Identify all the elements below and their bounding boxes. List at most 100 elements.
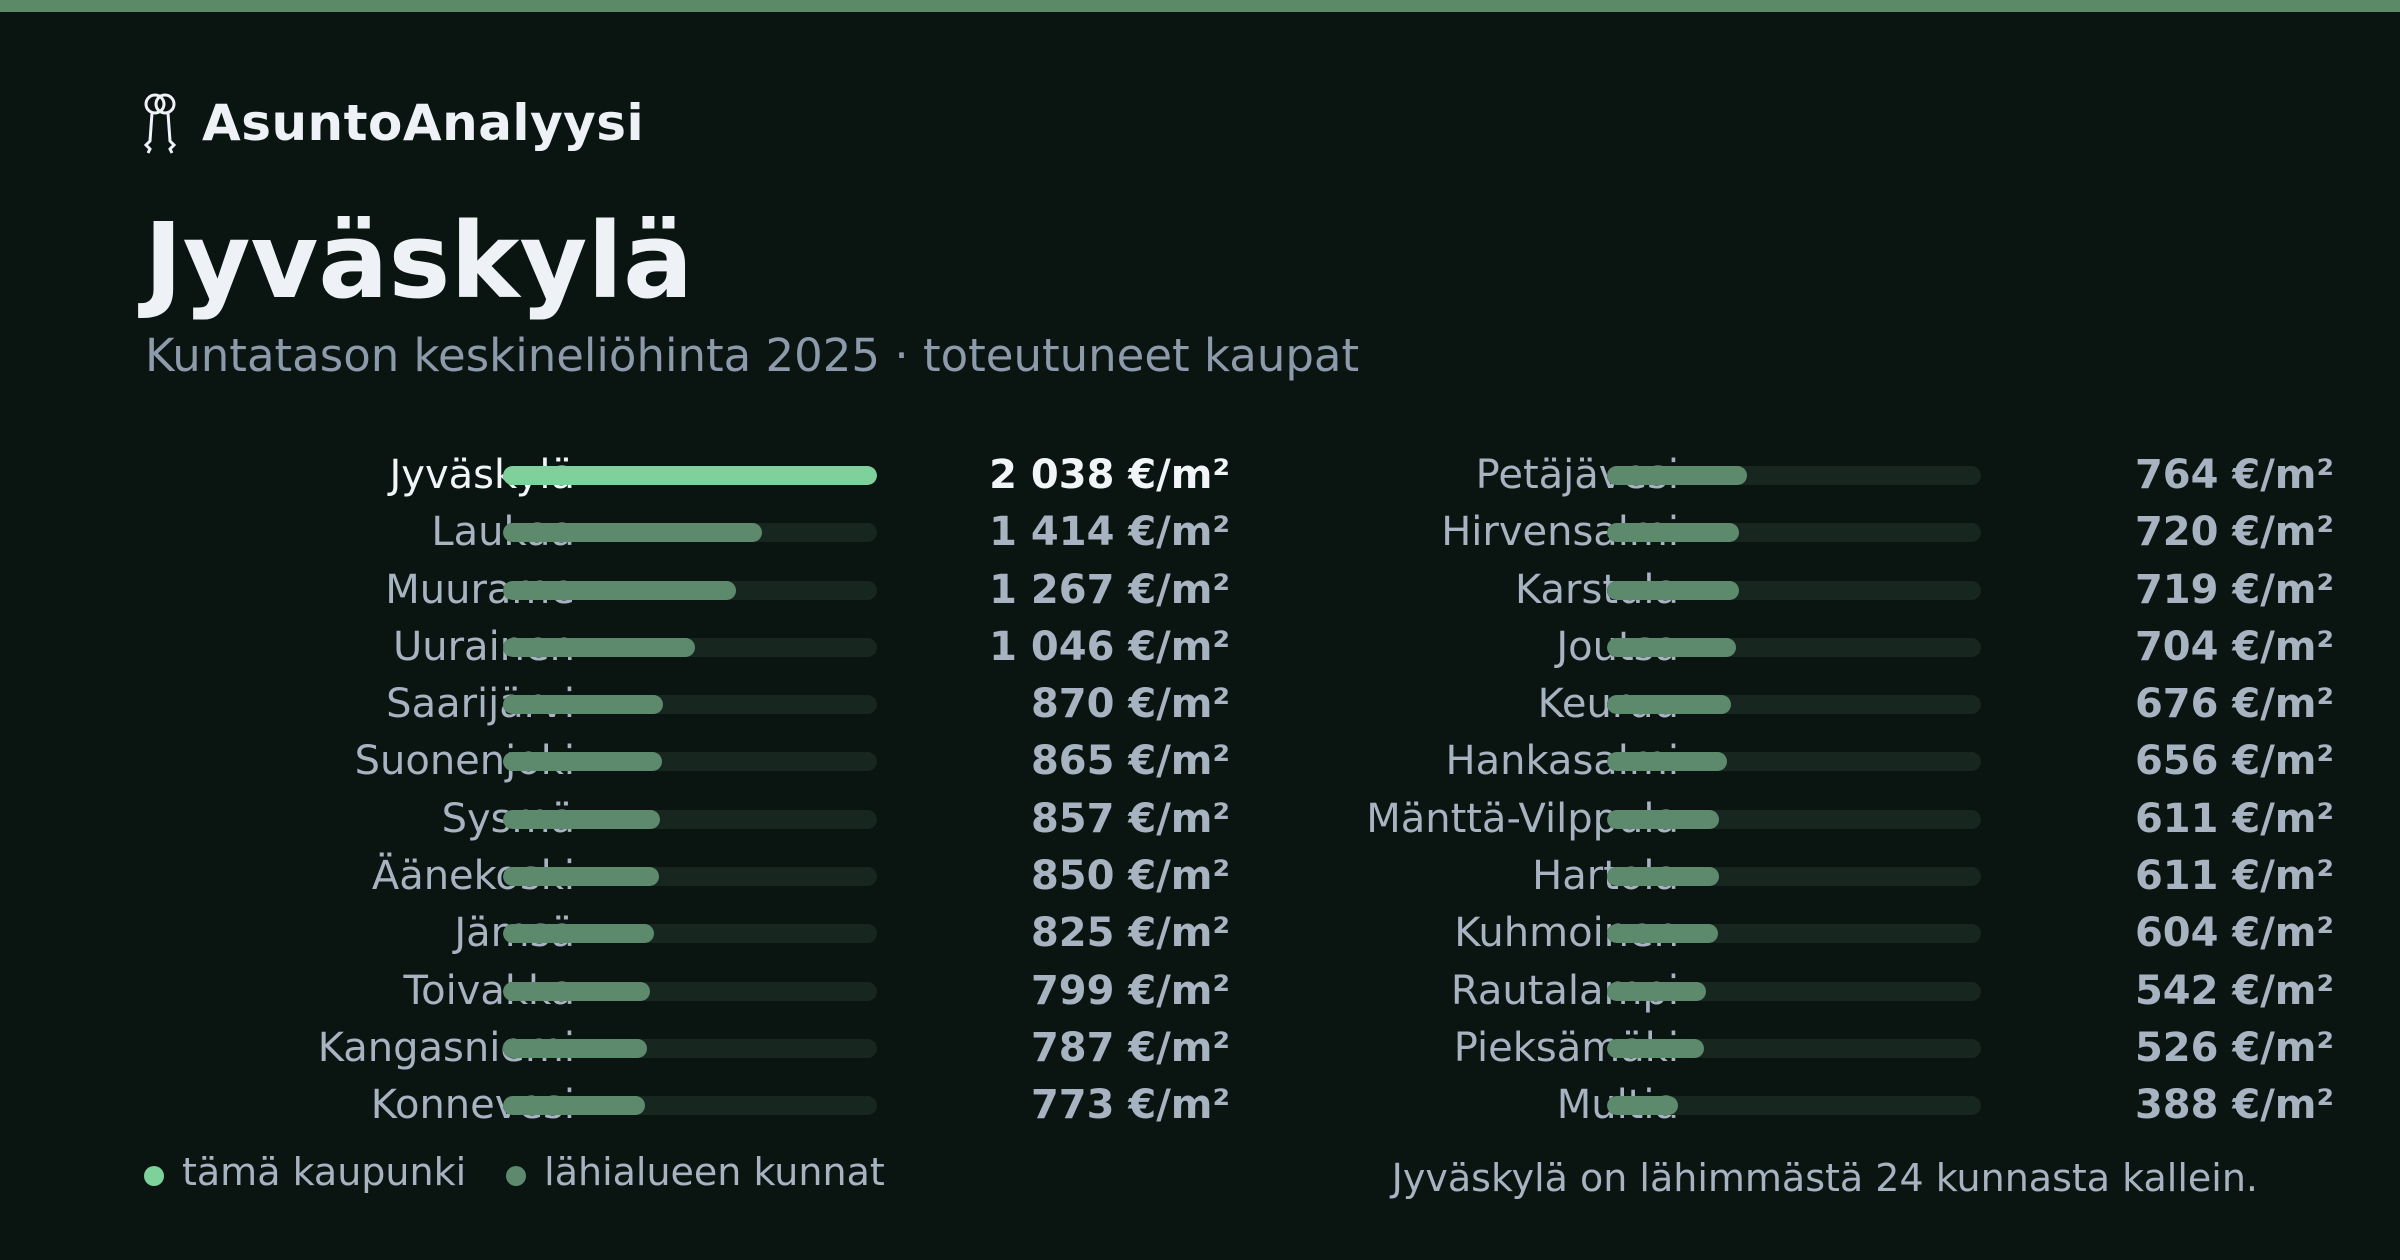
legend: tämä kaupunki lähialueen kunnat <box>144 1150 925 1194</box>
bar-value-label: 2 038 €/m² <box>989 452 1230 498</box>
bar <box>1607 809 1720 829</box>
bar-value-label: 720 €/m² <box>2134 509 2334 556</box>
bar-value-label: 1 046 €/m² <box>989 623 1230 670</box>
bar-row: Hankasalmi 656 €/m² <box>1204 733 2334 790</box>
bar-value-label: 857 €/m² <box>1030 795 1230 842</box>
bar-track <box>503 580 877 600</box>
bar-track <box>1607 924 1981 944</box>
chart-title: Jyväskylä <box>144 200 694 322</box>
bar-value-label: 1 267 €/m² <box>989 566 1230 613</box>
bar-row: Rautalampi 542 €/m² <box>1204 963 2334 1020</box>
bar-track <box>503 752 877 772</box>
bar-row: Hartola 611 €/m² <box>1204 848 2334 905</box>
bar <box>1607 695 1732 715</box>
chart-subtitle: Kuntatason keskineliöhinta 2025 · toteut… <box>145 329 1360 382</box>
bar-row: Kangasniemi 787 €/m² <box>100 1020 1230 1077</box>
bar <box>503 752 662 772</box>
bar-value-label: 764 €/m² <box>2134 452 2334 498</box>
bar <box>503 695 663 715</box>
bar <box>1607 752 1728 772</box>
legend-dot-region <box>506 1166 527 1186</box>
bar-value-label: 656 €/m² <box>2134 738 2334 785</box>
bar <box>1607 924 1718 944</box>
bar-value-label: 604 €/m² <box>2134 910 2334 957</box>
brand-name: AsuntoAnalyysi <box>202 94 645 152</box>
bar <box>503 580 736 600</box>
footnote: Jyväskylä on lähimmästä 24 kunnasta kall… <box>1391 1156 2258 1200</box>
bar <box>1607 580 1739 600</box>
bar <box>503 924 655 944</box>
bar <box>503 867 659 887</box>
bar-track <box>503 695 877 715</box>
bar-value-label: 676 €/m² <box>2134 681 2334 728</box>
bar-value-label: 825 €/m² <box>1030 910 1230 957</box>
bar-row: Mänttä-Vilppula 611 €/m² <box>1204 791 2334 848</box>
bar-value-label: 611 €/m² <box>2134 795 2334 842</box>
bar-track <box>503 637 877 657</box>
brand: AsuntoAnalyysi <box>140 88 644 158</box>
bar-value-label: 704 €/m² <box>2134 623 2334 670</box>
bar-row: Saarijärvi 870 €/m² <box>100 676 1230 733</box>
bar-value-label: 719 €/m² <box>2134 566 2334 613</box>
bar-value-label: 799 €/m² <box>1030 967 1230 1014</box>
bar-value-label: 773 €/m² <box>1030 1082 1230 1129</box>
bar-value-label: 542 €/m² <box>2134 967 2334 1014</box>
bar-row: Kuhmoinen 604 €/m² <box>1204 905 2334 962</box>
bar-track <box>1607 981 1981 1001</box>
bar <box>503 981 650 1001</box>
bar-row: Pieksämäki 526 €/m² <box>1204 1020 2334 1077</box>
legend-item-city: tämä kaupunki <box>144 1150 466 1194</box>
legend-label-city: tämä kaupunki <box>182 1150 467 1194</box>
bar-track <box>1607 580 1981 600</box>
bar-row: Multia388 €/m² <box>1204 1077 2334 1134</box>
bar-row: Karstula 719 €/m² <box>1204 562 2334 619</box>
bar <box>1607 637 1737 657</box>
bar-track <box>1607 466 1981 485</box>
bar-track <box>1607 867 1981 887</box>
bar-row: Suonenjoki 865 €/m² <box>100 733 1230 790</box>
bar-track <box>503 924 877 944</box>
bar <box>1607 1038 1704 1058</box>
bar <box>1607 1096 1679 1116</box>
bar <box>1607 523 1740 543</box>
bar <box>1607 466 1748 485</box>
bar-row: Jämsä825 €/m² <box>100 905 1230 962</box>
bar-row: Uurainen 1 046 €/m² <box>100 619 1230 676</box>
legend-item-region: lähialueen kunnat <box>506 1150 885 1194</box>
bar-row: Hirvensalmi 720 €/m² <box>1204 504 2334 561</box>
bar-column-right: Petäjävesi 764 €/m² Hirvensalmi 720 €/m² Kar… <box>1204 447 2334 1135</box>
bar-value-label: 388 €/m² <box>2134 1082 2334 1129</box>
bar-value-label: 787 €/m² <box>1030 1024 1230 1071</box>
bar-track <box>503 523 877 543</box>
keys-icon <box>143 93 177 154</box>
bar-row: Keuruu676 €/m² <box>1204 676 2334 733</box>
bar <box>503 1096 645 1116</box>
bar-track <box>503 867 877 887</box>
bar-track <box>1607 637 1981 657</box>
bar-track <box>1607 695 1981 715</box>
bar <box>503 809 661 829</box>
top-accent-bar <box>0 0 2400 12</box>
bar-row: Jyväskylä 2 038 €/m² <box>100 447 1230 504</box>
bar <box>503 637 695 657</box>
bar-row: Joutsa704 €/m² <box>1204 619 2334 676</box>
bar <box>503 466 877 485</box>
bar-track <box>1607 1096 1981 1116</box>
bar-track <box>1607 523 1981 543</box>
bar-track <box>503 1038 877 1058</box>
legend-dot-city <box>144 1166 164 1186</box>
bar <box>1607 867 1720 887</box>
bar-track <box>1607 1038 1981 1058</box>
legend-label-region: lähialueen kunnat <box>544 1150 885 1194</box>
bar <box>503 1038 648 1058</box>
bar <box>503 523 763 543</box>
bar-value-label: 526 €/m² <box>2134 1024 2334 1071</box>
bar-track <box>503 809 877 829</box>
bar-row: Petäjävesi 764 €/m² <box>1204 447 2334 504</box>
bar-row: Toivakka 799 €/m² <box>100 963 1230 1020</box>
bar-track <box>1607 752 1981 772</box>
bar-row: Konnevesi 773 €/m² <box>100 1077 1230 1134</box>
bar-track <box>503 981 877 1001</box>
bar-value-label: 870 €/m² <box>1030 681 1230 728</box>
